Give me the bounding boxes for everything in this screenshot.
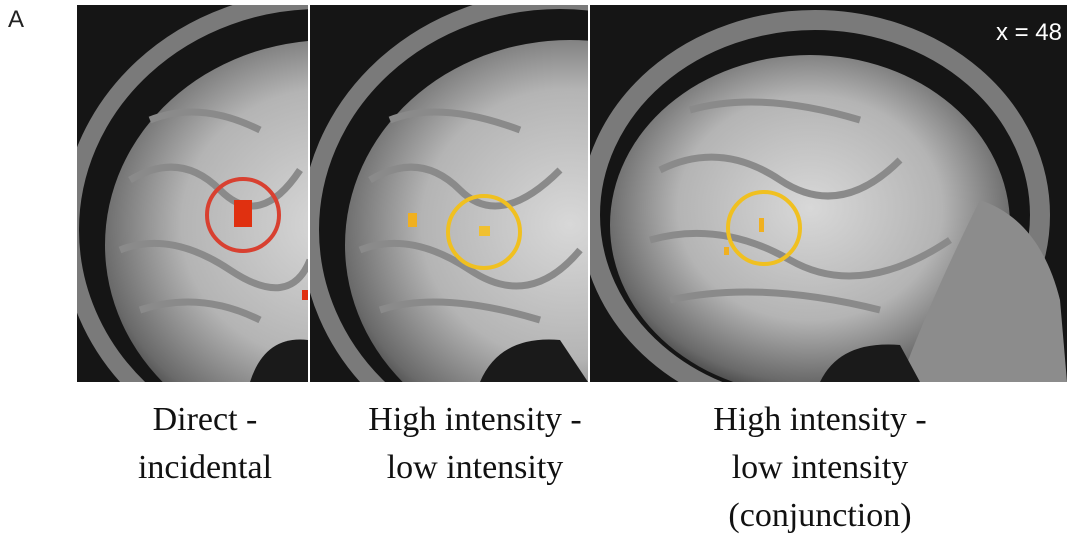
- panel-caption: incidental: [138, 449, 272, 486]
- panel-caption: High intensity -: [368, 401, 581, 438]
- slice-label: x = 48: [996, 19, 1062, 46]
- figure: A x = 48 Direct -incidentalHigh intensit: [0, 0, 1076, 544]
- panel-caption: low intensity: [732, 449, 909, 486]
- panel-label: A: [8, 6, 24, 33]
- panel-caption: Direct -: [153, 401, 258, 438]
- brain-slice: [590, 5, 1067, 410]
- panel-caption: High intensity -: [713, 401, 926, 438]
- captions: Direct - incidental High intensity - low in…: [138, 401, 927, 534]
- panel-caption: (conjunction): [728, 497, 911, 534]
- panel-caption: low intensity: [387, 449, 564, 486]
